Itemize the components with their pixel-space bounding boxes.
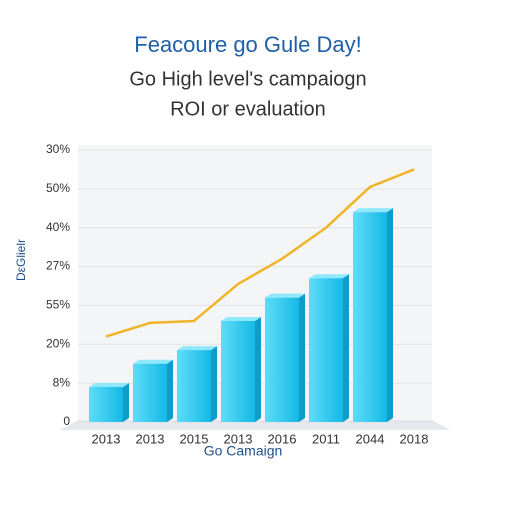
y-tick-label: 40%	[46, 220, 70, 234]
bar-side	[123, 383, 129, 422]
x-tick-label: 2044	[356, 431, 385, 446]
y-tick-label: 55%	[46, 298, 70, 312]
y-tick-label: 20%	[46, 336, 70, 350]
bar-side	[167, 359, 173, 422]
x-tick-label: 2013	[136, 431, 165, 446]
bar-side	[211, 346, 217, 422]
x-tick-label: 2016	[268, 431, 297, 446]
x-tick-label: 2018	[400, 431, 429, 446]
bar	[265, 297, 299, 422]
x-axis-title: Go Camaign	[204, 443, 283, 459]
bar-top	[177, 346, 217, 351]
bar-side	[387, 208, 393, 422]
x-tick-label: 2013	[224, 431, 253, 446]
bar	[133, 363, 167, 422]
x-tick-label: 2015	[180, 431, 209, 446]
y-tick-label: 8%	[53, 375, 71, 389]
bar-top	[133, 359, 173, 364]
bar	[221, 320, 255, 422]
chart-title: Feacoure go Gule Day!	[134, 32, 361, 57]
bar-top	[353, 208, 393, 213]
bar-top	[89, 383, 129, 388]
x-tick-label: 2013	[92, 431, 121, 446]
bar-top	[221, 316, 261, 321]
bar-side	[299, 293, 305, 422]
line	[105, 168, 415, 338]
bar	[309, 278, 343, 422]
y-tick-label: 50%	[46, 181, 70, 195]
bar	[89, 387, 123, 422]
subtitle: Go High level's campaiogn	[129, 68, 366, 90]
bar-top	[309, 274, 349, 279]
subtitle: ROI or evaluation	[170, 98, 326, 120]
bar	[353, 212, 387, 422]
bar-side	[343, 274, 349, 422]
bar-top	[265, 293, 305, 298]
y-tick-label: 30%	[46, 142, 70, 156]
bar-side	[255, 316, 261, 422]
y-axis-title: DεGlielr	[14, 239, 28, 281]
bar	[177, 350, 211, 422]
x-tick-label: 2011	[312, 431, 340, 446]
y-tick-label: 27%	[46, 259, 70, 273]
y-tick-label: 0	[63, 414, 70, 428]
